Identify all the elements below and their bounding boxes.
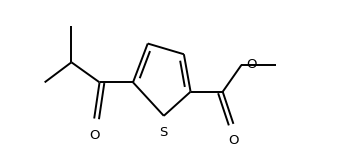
Text: O: O	[89, 129, 100, 142]
Text: O: O	[246, 58, 257, 71]
Text: S: S	[160, 126, 168, 139]
Text: O: O	[228, 134, 239, 147]
